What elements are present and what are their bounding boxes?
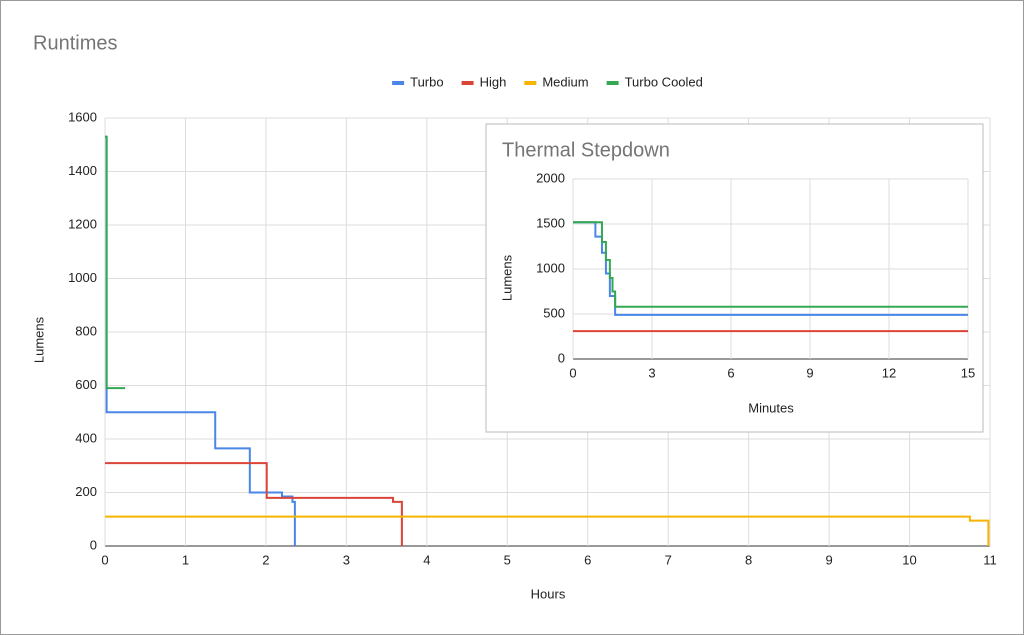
series-line — [105, 135, 296, 546]
x-tick-label: 9 — [806, 365, 813, 380]
legend-swatch — [524, 81, 537, 85]
x-tick-label: 6 — [584, 552, 591, 567]
y-tick-label: 1000 — [68, 270, 97, 285]
series-line — [105, 462, 403, 546]
series-line — [105, 515, 990, 546]
inset-frame — [485, 123, 984, 433]
y-tick-label: 0 — [558, 350, 565, 365]
x-axis-label: Hours — [531, 586, 566, 601]
chart-title: Runtimes — [33, 32, 117, 54]
x-tick-label: 10 — [902, 552, 916, 567]
x-tick-label: 0 — [569, 365, 576, 380]
legend-swatch — [392, 81, 405, 85]
legend-swatch — [606, 81, 619, 85]
x-tick-label: 3 — [343, 552, 350, 567]
x-tick-label: 15 — [961, 365, 975, 380]
inset-plot: 0 500 1000 1500 2000 0 3 6 9 12 15 — [536, 170, 975, 380]
series-line — [105, 135, 126, 390]
x-tick-label: 8 — [745, 552, 752, 567]
y-tick-label: 1200 — [68, 216, 97, 231]
y-tick-label: 1400 — [68, 163, 97, 178]
legend-label: Medium — [542, 74, 588, 89]
series-line — [573, 221, 968, 308]
x-tick-label: 3 — [648, 365, 655, 380]
y-tick-label: 1000 — [536, 260, 565, 275]
legend-label: High — [480, 74, 507, 89]
x-tick-label: 0 — [101, 552, 108, 567]
x-tick-label: 4 — [423, 552, 430, 567]
legend: Turbo High Medium Turbo Cooled — [392, 74, 703, 89]
y-tick-label: 1600 — [68, 109, 97, 124]
inset-x-axis-label: Minutes — [748, 400, 794, 415]
y-tick-label: 800 — [75, 323, 97, 338]
x-tick-label: 12 — [882, 365, 896, 380]
y-tick-label: 1500 — [536, 215, 565, 230]
y-tick-label: 400 — [75, 430, 97, 445]
y-tick-label: 200 — [75, 484, 97, 499]
inset-title: Thermal Stepdown — [502, 139, 670, 161]
inset-y-axis-label: Lumens — [499, 254, 514, 301]
legend-swatch — [461, 81, 474, 85]
y-tick-label: 2000 — [536, 170, 565, 185]
y-tick-label: 600 — [75, 377, 97, 392]
y-tick-label: 500 — [543, 305, 565, 320]
y-tick-label: 0 — [90, 537, 97, 552]
x-tick-label: 11 — [983, 552, 997, 567]
x-tick-label: 5 — [504, 552, 511, 567]
legend-label: Turbo Cooled — [625, 74, 703, 89]
x-tick-label: 7 — [665, 552, 672, 567]
x-tick-label: 6 — [727, 365, 734, 380]
y-axis-label: Lumens — [31, 316, 46, 363]
x-tick-label: 9 — [825, 552, 832, 567]
legend-label: Turbo — [410, 74, 443, 89]
x-tick-label: 2 — [262, 552, 269, 567]
x-tick-label: 1 — [182, 552, 189, 567]
